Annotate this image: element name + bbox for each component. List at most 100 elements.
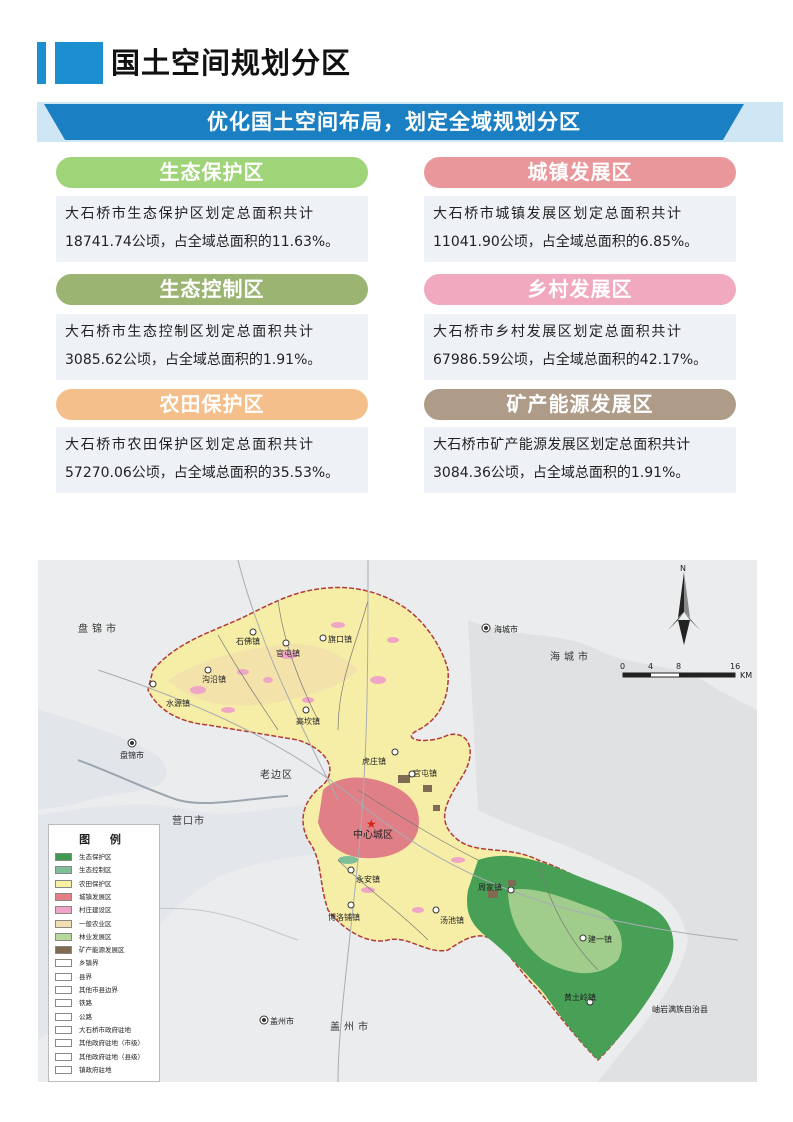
legend-label: 林业发展区 [79, 932, 112, 941]
roads [97, 560, 739, 1082]
label-haicheng: 海城市 [550, 652, 592, 663]
label-town-tangchi: 汤池镇 [440, 916, 464, 925]
zone-desc-line: 大石桥市生态保护区划定总面积共计 [65, 206, 315, 222]
mineral-energy-zones [398, 775, 516, 898]
city-markers [127, 623, 491, 1025]
zone-desc-rural-development: 大石桥市乡村发展区划定总面积共计 67986.59公顷，占全域总面积的42.17… [424, 314, 736, 380]
legend-label: 矿产能源发展区 [79, 946, 125, 955]
legend-label: 县界 [79, 972, 92, 981]
scale-tick-4: 4 [648, 662, 654, 671]
zone-desc-line: 18741.74公顷，占全域总面积的11.63%。 [65, 234, 340, 250]
legend-label: 镇政府驻地 [79, 1065, 112, 1074]
label-xiuyan: 岫岩满族自治县 [652, 1005, 708, 1014]
label-gaizhou: 盖州市 [330, 1022, 372, 1033]
town-markers [149, 628, 594, 1006]
sea-area [38, 710, 167, 810]
legend-swatch [55, 866, 72, 875]
mountain-shading [468, 620, 757, 1082]
page-title: 国土空间规划分区 [111, 46, 352, 80]
legend-label: 其他政府驻地（县级） [79, 1052, 144, 1061]
zone-pill-farmland-protection: 农田保护区 [56, 389, 368, 420]
zoning-map: ★ 盘锦市 海城市 海城市 老边区 营口市 盖州市 盖州市 岫岩满族自治县 盘锦… [38, 560, 757, 1082]
label-town-yongan: 永安镇 [356, 875, 380, 884]
zone-desc-ecological-protection: 大石桥市生态保护区划定总面积共计 18741.74公顷，占全域总面积的11.63… [56, 196, 368, 262]
north-label: N [680, 564, 686, 573]
zone-desc-line: 57270.06公顷，占全域总面积的35.53%。 [65, 465, 340, 481]
ecological-control-zone [338, 856, 358, 864]
zone-desc-line: 3085.62公顷，占全域总面积的1.91%。 [65, 352, 322, 368]
zone-desc-line: 11041.90公顷，占全域总面积的6.85%。 [433, 234, 699, 250]
zone-desc-line: 大石桥市生态控制区划定总面积共计 [65, 324, 315, 340]
village-zones [190, 622, 465, 913]
zone-desc-line: 大石桥市农田保护区划定总面积共计 [65, 437, 315, 453]
label-panjin: 盘锦市 [78, 624, 120, 635]
label-town-center: 中心城区 [353, 830, 393, 841]
zone-pill-mineral-energy: 矿产能源发展区 [424, 389, 736, 420]
legend-swatch [55, 972, 72, 981]
scale-bar [622, 672, 736, 678]
label-town-huzhuang: 虎庄镇 [362, 757, 386, 766]
zone-desc-line: 3084.36公顷，占全域总面积的1.91%。 [433, 465, 690, 481]
legend-swatch [55, 946, 72, 955]
label-laobian: 老边区 [260, 770, 293, 781]
legend-label: 农田保护区 [79, 879, 112, 888]
scale-tick-0: 0 [620, 662, 626, 671]
title-accent-bar [37, 42, 46, 84]
legend-swatch [55, 959, 72, 968]
city-hall-star-icon: ★ [366, 817, 377, 831]
label-gaizhou-point: 盖州市 [270, 1017, 294, 1026]
legend-swatch [55, 892, 72, 901]
label-town-guantun: 官屯镇 [413, 769, 437, 778]
legend-swatch [55, 1012, 72, 1021]
legend-label: 村庄建设区 [79, 906, 112, 915]
label-haicheng-point: 海城市 [494, 625, 518, 634]
label-town-jiandao: 建一镇 [588, 935, 612, 944]
zone-desc-line: 大石桥市乡村发展区划定总面积共计 [433, 324, 683, 340]
north-arrow-icon [668, 572, 700, 645]
zone-desc-ecological-control: 大石桥市生态控制区划定总面积共计 3085.62公顷，占全域总面积的1.91%。 [56, 314, 368, 380]
scale-unit: KM [740, 671, 753, 680]
legend-label: 生态控制区 [79, 866, 112, 875]
legend-label: 乡镇界 [79, 959, 99, 968]
legend-label: 其他政府驻地（市级） [79, 1039, 144, 1048]
label-town-shifo: 石佛镇 [236, 637, 260, 646]
legend-swatch [55, 919, 72, 928]
general-agriculture-zone [168, 643, 358, 706]
legend-label: 大石桥市政府驻地 [79, 1025, 131, 1034]
legend-swatch [55, 1039, 72, 1048]
label-town-guankou: 官屯镇 [276, 649, 300, 658]
urban-development-zone [318, 777, 419, 859]
label-town-huangtu: 黄土岭镇 [564, 993, 596, 1002]
legend-label: 其他市县边界 [79, 986, 118, 994]
legend-label: 城镇发展区 [79, 892, 112, 901]
zone-desc-line: 大石桥市矿产能源发展区划定总面积共计 [433, 437, 691, 453]
legend-swatch [55, 932, 72, 941]
legend-swatch [55, 853, 72, 861]
banner [44, 104, 744, 140]
zone-desc-line: 67986.59公顷，占全域总面积的42.17%。 [433, 352, 708, 368]
legend-swatch [55, 986, 72, 994]
scale-tick-8: 8 [676, 662, 682, 671]
label-yingkou: 营口市 [172, 816, 205, 827]
zone-desc-line: 大石桥市城镇发展区划定总面积共计 [433, 206, 683, 222]
scale-tick-16: 16 [730, 662, 741, 671]
map-legend: 图 例 生态保护区 生态控制区 农田保护区 城镇发展区 村庄建设区 一般农业区 林业发展区矿… [48, 824, 160, 1082]
zone-pill-ecological-protection: 生态保护区 [56, 157, 368, 188]
legend-label: 公路 [79, 1012, 92, 1021]
label-town-goujiang: 沟沿镇 [202, 675, 226, 684]
zone-pill-urban-development: 城镇发展区 [424, 157, 736, 188]
zone-pill-rural-development: 乡村发展区 [424, 274, 736, 305]
legend-swatch [55, 1025, 72, 1034]
forestry-zone [508, 889, 622, 974]
legend-swatch [55, 906, 72, 915]
legend-title: 图 例 [79, 833, 129, 846]
label-town-qikou: 旗口镇 [328, 635, 352, 644]
label-town-gaokan: 高坎镇 [296, 717, 320, 726]
legend-swatch [55, 1052, 72, 1061]
legend-swatch [55, 999, 72, 1008]
label-town-shuiyuan: 水源镇 [166, 699, 190, 708]
zone-pill-ecological-control: 生态控制区 [56, 274, 368, 305]
zone-desc-farmland-protection: 大石桥市农田保护区划定总面积共计 57270.06公顷，占全域总面积的35.53… [56, 427, 368, 493]
label-town-zhoujia: 周家镇 [478, 883, 502, 892]
legend-label: 铁路 [79, 999, 92, 1008]
